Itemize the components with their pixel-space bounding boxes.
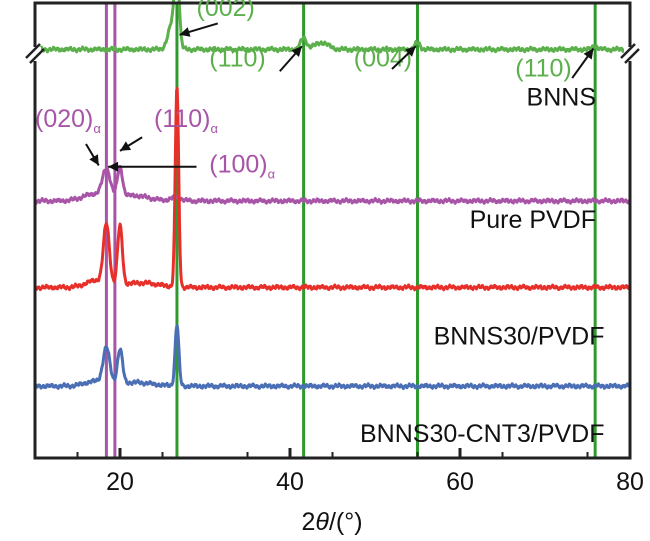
x-axis-label: 2θ/(°): [301, 508, 362, 536]
series-trace-bnns: [34, 0, 631, 54]
arrowhead: [108, 161, 119, 172]
arrowhead: [291, 46, 302, 57]
arrowhead: [89, 154, 99, 166]
peak-annotation-0: (002): [179, 0, 255, 37]
x-ticks: 20 40 60 80: [76, 448, 644, 496]
sample-labels: BNNS Pure PVDF BNNS30/PVDF BNNS30-CNT3/PVDF: [360, 83, 605, 448]
peak-label: (110): [209, 45, 266, 73]
sample-label-bnns: BNNS: [527, 83, 596, 111]
x-tick-label-40: 40: [276, 468, 304, 496]
series-trace-bnns30-cnt3-pvdf: [33, 324, 631, 391]
series-trace-bnns30-pvdf: [33, 86, 632, 292]
x-tick-label-80: 80: [616, 468, 644, 496]
reference-lines: [104, 3, 597, 458]
peak-annotation-2: (004): [354, 45, 417, 73]
peak-label: (110)α: [154, 105, 219, 136]
break-mark-right: [620, 43, 640, 64]
peak-annotation-6: (100)α: [108, 151, 276, 182]
peak-annotation-3: (110): [515, 47, 595, 83]
axis-break-marks: [25, 43, 640, 64]
peak-annotation-5: (110)α: [119, 105, 219, 152]
peak-annotations: (002) (110) (004) (110) (020)α (110)α (100)α: [35, 0, 595, 182]
peak-label: (002): [197, 0, 255, 22]
arrowhead: [120, 141, 132, 151]
sample-label-bnns30-cnt3-pvdf: BNNS30-CNT3/PVDF: [360, 420, 605, 448]
peak-annotation-1: (110): [209, 45, 303, 73]
peak-label: (020)α: [35, 105, 101, 136]
break-mark-left: [25, 43, 45, 64]
sample-label-pure-pvdf: Pure PVDF: [470, 206, 596, 234]
arrowhead: [179, 27, 191, 37]
peak-label: (110): [515, 55, 572, 83]
sample-label-bnns30-pvdf: BNNS30/PVDF: [434, 322, 605, 350]
series-trace-pure-pvdf: [33, 164, 631, 205]
peak-label: (100)α: [209, 151, 275, 182]
x-tick-label-60: 60: [446, 468, 474, 496]
arrowhead: [583, 48, 594, 60]
xrd-traces: [33, 0, 632, 391]
arrowhead: [405, 46, 416, 57]
peak-annotation-4: (020)α: [35, 105, 101, 166]
x-tick-label-20: 20: [106, 468, 134, 496]
